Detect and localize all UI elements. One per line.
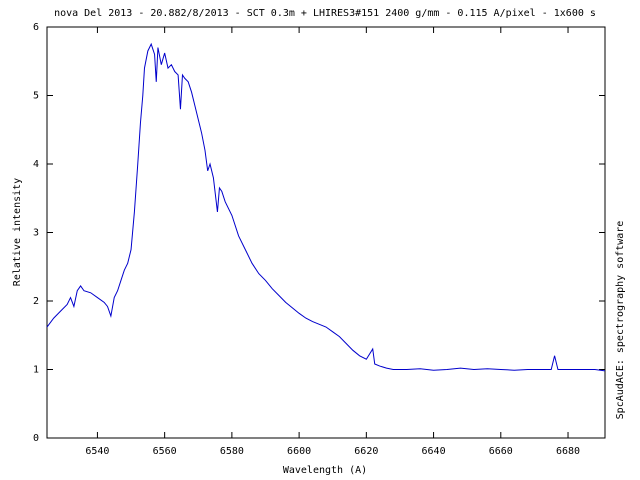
- x-tick-label: 6680: [556, 446, 580, 457]
- plot-frame: [46, 26, 606, 439]
- chart-title: nova Del 2013 - 20.882/8/2013 - SCT 0.3m…: [54, 8, 596, 19]
- y-tick-label: 0: [33, 433, 39, 444]
- y-tick-label: 4: [33, 159, 39, 170]
- annotation: SpcAudACE: spectrography software: [615, 221, 626, 420]
- x-tick-label: 6600: [287, 446, 311, 457]
- x-tick-label: 6540: [85, 446, 109, 457]
- y-tick-label: 1: [33, 365, 39, 376]
- x-tick-label: 6620: [354, 446, 378, 457]
- x-tick-label: 6580: [220, 446, 244, 457]
- spectrum-line: [46, 42, 606, 372]
- y-tick-label: 5: [33, 91, 39, 102]
- x-tick-label: 6640: [422, 446, 446, 457]
- y-axis-label: Relative intensity: [12, 178, 23, 286]
- y-tick-label: 3: [33, 228, 39, 239]
- x-tick-label: 6560: [153, 446, 177, 457]
- y-tick-label: 2: [33, 296, 39, 307]
- x-tick-label: 6660: [489, 446, 513, 457]
- y-tick-label: 6: [33, 22, 39, 33]
- x-axis-label: Wavelength (A): [283, 465, 367, 476]
